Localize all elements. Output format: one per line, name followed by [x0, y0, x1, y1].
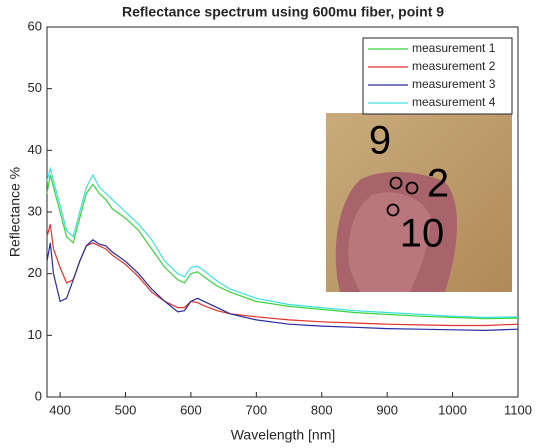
- y-tick-label: 30: [28, 203, 42, 218]
- inset-label: 9: [369, 119, 391, 163]
- y-tick-label: 50: [28, 80, 42, 95]
- x-tick-label: 600: [180, 402, 202, 417]
- tissue-highlight: [348, 192, 431, 292]
- y-tick-label: 10: [28, 327, 42, 342]
- legend-label: measurement 2: [412, 59, 496, 73]
- legend-label: measurement 3: [412, 77, 496, 91]
- inset-label: 10: [400, 212, 445, 256]
- x-tick-label: 1000: [438, 402, 467, 417]
- y-axis-label: Reflectance %: [7, 167, 23, 257]
- y-tick-label: 60: [28, 18, 42, 33]
- legend-label: measurement 1: [412, 41, 496, 55]
- measure-point: [386, 203, 400, 217]
- y-tick-label: 40: [28, 142, 42, 157]
- measure-point: [405, 181, 419, 195]
- x-tick-label: 400: [49, 402, 71, 417]
- x-tick-label: 800: [311, 402, 333, 417]
- series-line: [46, 166, 519, 319]
- inset-photo: 9 2 10: [326, 113, 512, 292]
- x-tick-label: 700: [245, 402, 267, 417]
- legend-box: [362, 37, 513, 115]
- y-tick-label: 0: [35, 388, 42, 403]
- inset-label: 2: [427, 162, 449, 206]
- x-axis-label: Wavelength [nm]: [231, 427, 336, 443]
- y-tick-label: 20: [28, 265, 42, 280]
- measure-point: [389, 176, 403, 190]
- x-tick-label: 900: [376, 402, 398, 417]
- series-line: [46, 174, 519, 320]
- x-tick-label: 1100: [504, 402, 532, 417]
- legend: measurement 1 measurement 2 measurement 3 m…: [362, 37, 513, 115]
- series-line: [46, 239, 519, 332]
- legend-label: measurement 4: [412, 95, 496, 109]
- x-tick-label: 500: [115, 402, 137, 417]
- chart-title: Reflectance spectrum using 600mu fiber, …: [122, 4, 444, 20]
